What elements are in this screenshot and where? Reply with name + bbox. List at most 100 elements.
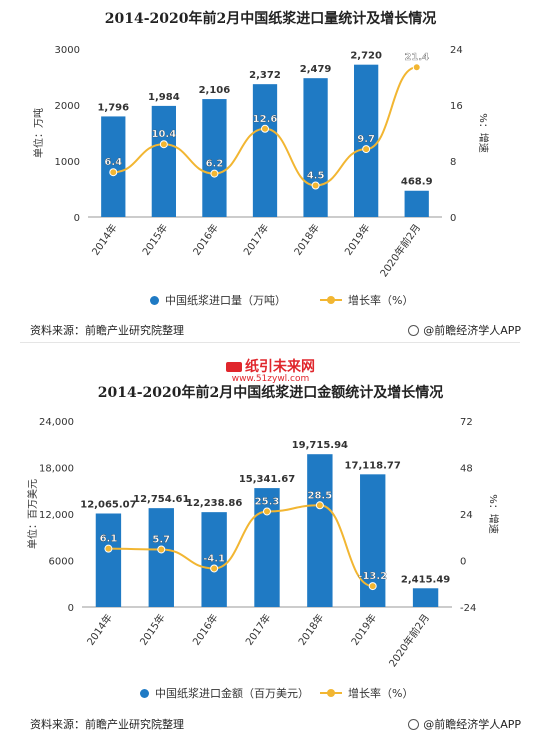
chart-2-title: 2014-2020年前2月中国纸浆进口金额统计及增长情况 [97,385,444,401]
x-tick-label: 2015年 [139,221,170,257]
growth-point [104,544,113,553]
chart-1-container: 2014-2020年前2月中国纸浆进口量统计及增长情况 0 1000 2000 300… [0,0,541,345]
y-tick-label: 24,000 [39,417,74,428]
y2-tick-label: 16 [450,101,463,112]
x-tick-label: 2014年 [84,611,115,647]
y-axis-title: 单位：万吨 [32,108,45,158]
x-tick-label: 2019年 [342,221,373,257]
y-axis-title: 单位：百万美元 [26,479,39,549]
growth-point [159,140,168,149]
legend-bar-item: 中国纸浆进口金额（百万美元） [140,685,309,701]
growth-value-label: 9.7 [357,134,375,145]
bar [148,508,174,607]
y2-tick-label: 24 [450,45,463,56]
x-tick-label: 2016年 [190,221,221,257]
watermark-logo-icon [226,362,242,372]
brand-icon [408,718,420,730]
y2-tick-label: 24 [460,510,473,521]
bar-value-label: 2,479 [300,64,332,75]
legend-bar-swatch [150,295,159,305]
y-tick-label: 2000 [55,101,80,112]
brand-credit: @前瞻经济学人APP [408,322,521,338]
legend-bar-label: 中国纸浆进口金额（百万美元） [155,687,309,700]
y-tick-label: 0 [74,213,80,224]
y-tick-label: 1000 [55,157,80,168]
bar-value-label: 2,106 [199,85,231,96]
growth-value-label: -4.1 [203,553,225,564]
chart-2-container: 2014-2020年前2月中国纸浆进口金额统计及增长情况 0 6000 12,000… [0,360,541,745]
bar [252,84,278,217]
legend-line-label: 增长率（%） [348,294,414,307]
bar [412,588,439,607]
brand-text: @前瞻经济学人APP [423,718,521,731]
growth-value-label: 21.4 [404,52,429,63]
legend-line-item: 增长率（%） [320,292,413,308]
growth-point [157,545,166,554]
bar-value-label: 1,796 [97,102,129,113]
legend-bar-swatch [140,688,149,698]
bar-value-label: 2,720 [350,51,382,62]
site-watermark: 纸引未来网 www.51zywl.com [0,356,541,384]
y2-tick-label: 0 [450,213,456,224]
x-tick-label: 2018年 [295,611,326,647]
y2-tick-label: 48 [460,464,473,475]
bar [95,513,122,607]
x-tick-label: 2017年 [240,221,271,257]
x-tick-label: 2020年前2月 [386,611,432,669]
bar-value-label: 19,715.94 [292,440,348,451]
growth-point [368,582,377,591]
growth-value-label: 5.7 [152,534,170,545]
brand-credit: @前瞻经济学人APP [408,716,521,732]
brand-icon [408,324,420,336]
legend-line-swatch [320,689,342,697]
section-divider [20,342,520,343]
x-tick-label: 2015年 [137,611,168,647]
chart-1-title: 2014-2020年前2月中国纸浆进口量统计及增长情况 [104,11,437,27]
y2-axis-title: %：增速 [477,113,490,153]
y-tick-label: 3000 [55,45,80,56]
x-tick-label: 2018年 [291,221,322,257]
bar [201,512,227,607]
y-tick-label: 18,000 [39,464,74,475]
bar [307,454,333,607]
growth-point [311,181,320,190]
y2-tick-label: 72 [460,417,473,428]
x-tick-label: 2020年前2月 [377,221,423,279]
bar-value-label: 17,118.77 [345,460,401,471]
chart-1-plot: 0 1000 2000 3000 0 8 16 24 单位：万吨 %：增速 1,796 1,984 2,… [32,45,490,279]
x-tick-label: 2017年 [242,611,273,647]
brand-text: @前瞻经济学人APP [423,324,521,337]
y2-axis-title: %：增速 [487,494,500,534]
y2-tick-label: -24 [460,603,476,614]
growth-point [412,63,421,72]
growth-point [362,145,371,154]
bar [354,64,379,218]
bar [303,78,328,218]
y-tick-label: 6000 [49,557,74,568]
bar-value-label: 12,754.61 [133,494,189,505]
bar [151,105,176,217]
legend-line-label: 增长率（%） [348,687,414,700]
growth-value-label: 6.4 [104,157,122,168]
growth-point [261,124,269,133]
chart-2-plot: 0 6000 12,000 18,000 24,000 -24 0 24 48 72 单位：百万美元… [26,417,500,669]
growth-point [315,501,324,510]
bar [404,190,429,217]
bar [202,99,227,217]
y-tick-label: 12,000 [39,510,74,521]
bar-value-label: 15,341.67 [239,474,295,485]
source-text: 资料来源：前瞻产业研究院整理 [30,718,184,731]
x-tick-label: 2019年 [348,611,379,647]
bar-value-label: 1,984 [148,92,180,103]
bar-value-label: 12,065.07 [80,499,136,510]
growth-value-label: 12.6 [253,114,278,125]
y2-tick-label: 8 [450,157,456,168]
growth-value-label: 10.4 [152,129,177,140]
growth-value-label: 6.2 [206,159,224,170]
legend-bar-item: 中国纸浆进口量（万吨） [150,292,286,308]
growth-value-label: 28.5 [308,490,333,501]
bar-value-label: 468.9 [401,177,433,188]
watermark-url: www.51zywl.com [231,374,310,384]
growth-point [210,169,219,178]
bar [101,116,126,217]
